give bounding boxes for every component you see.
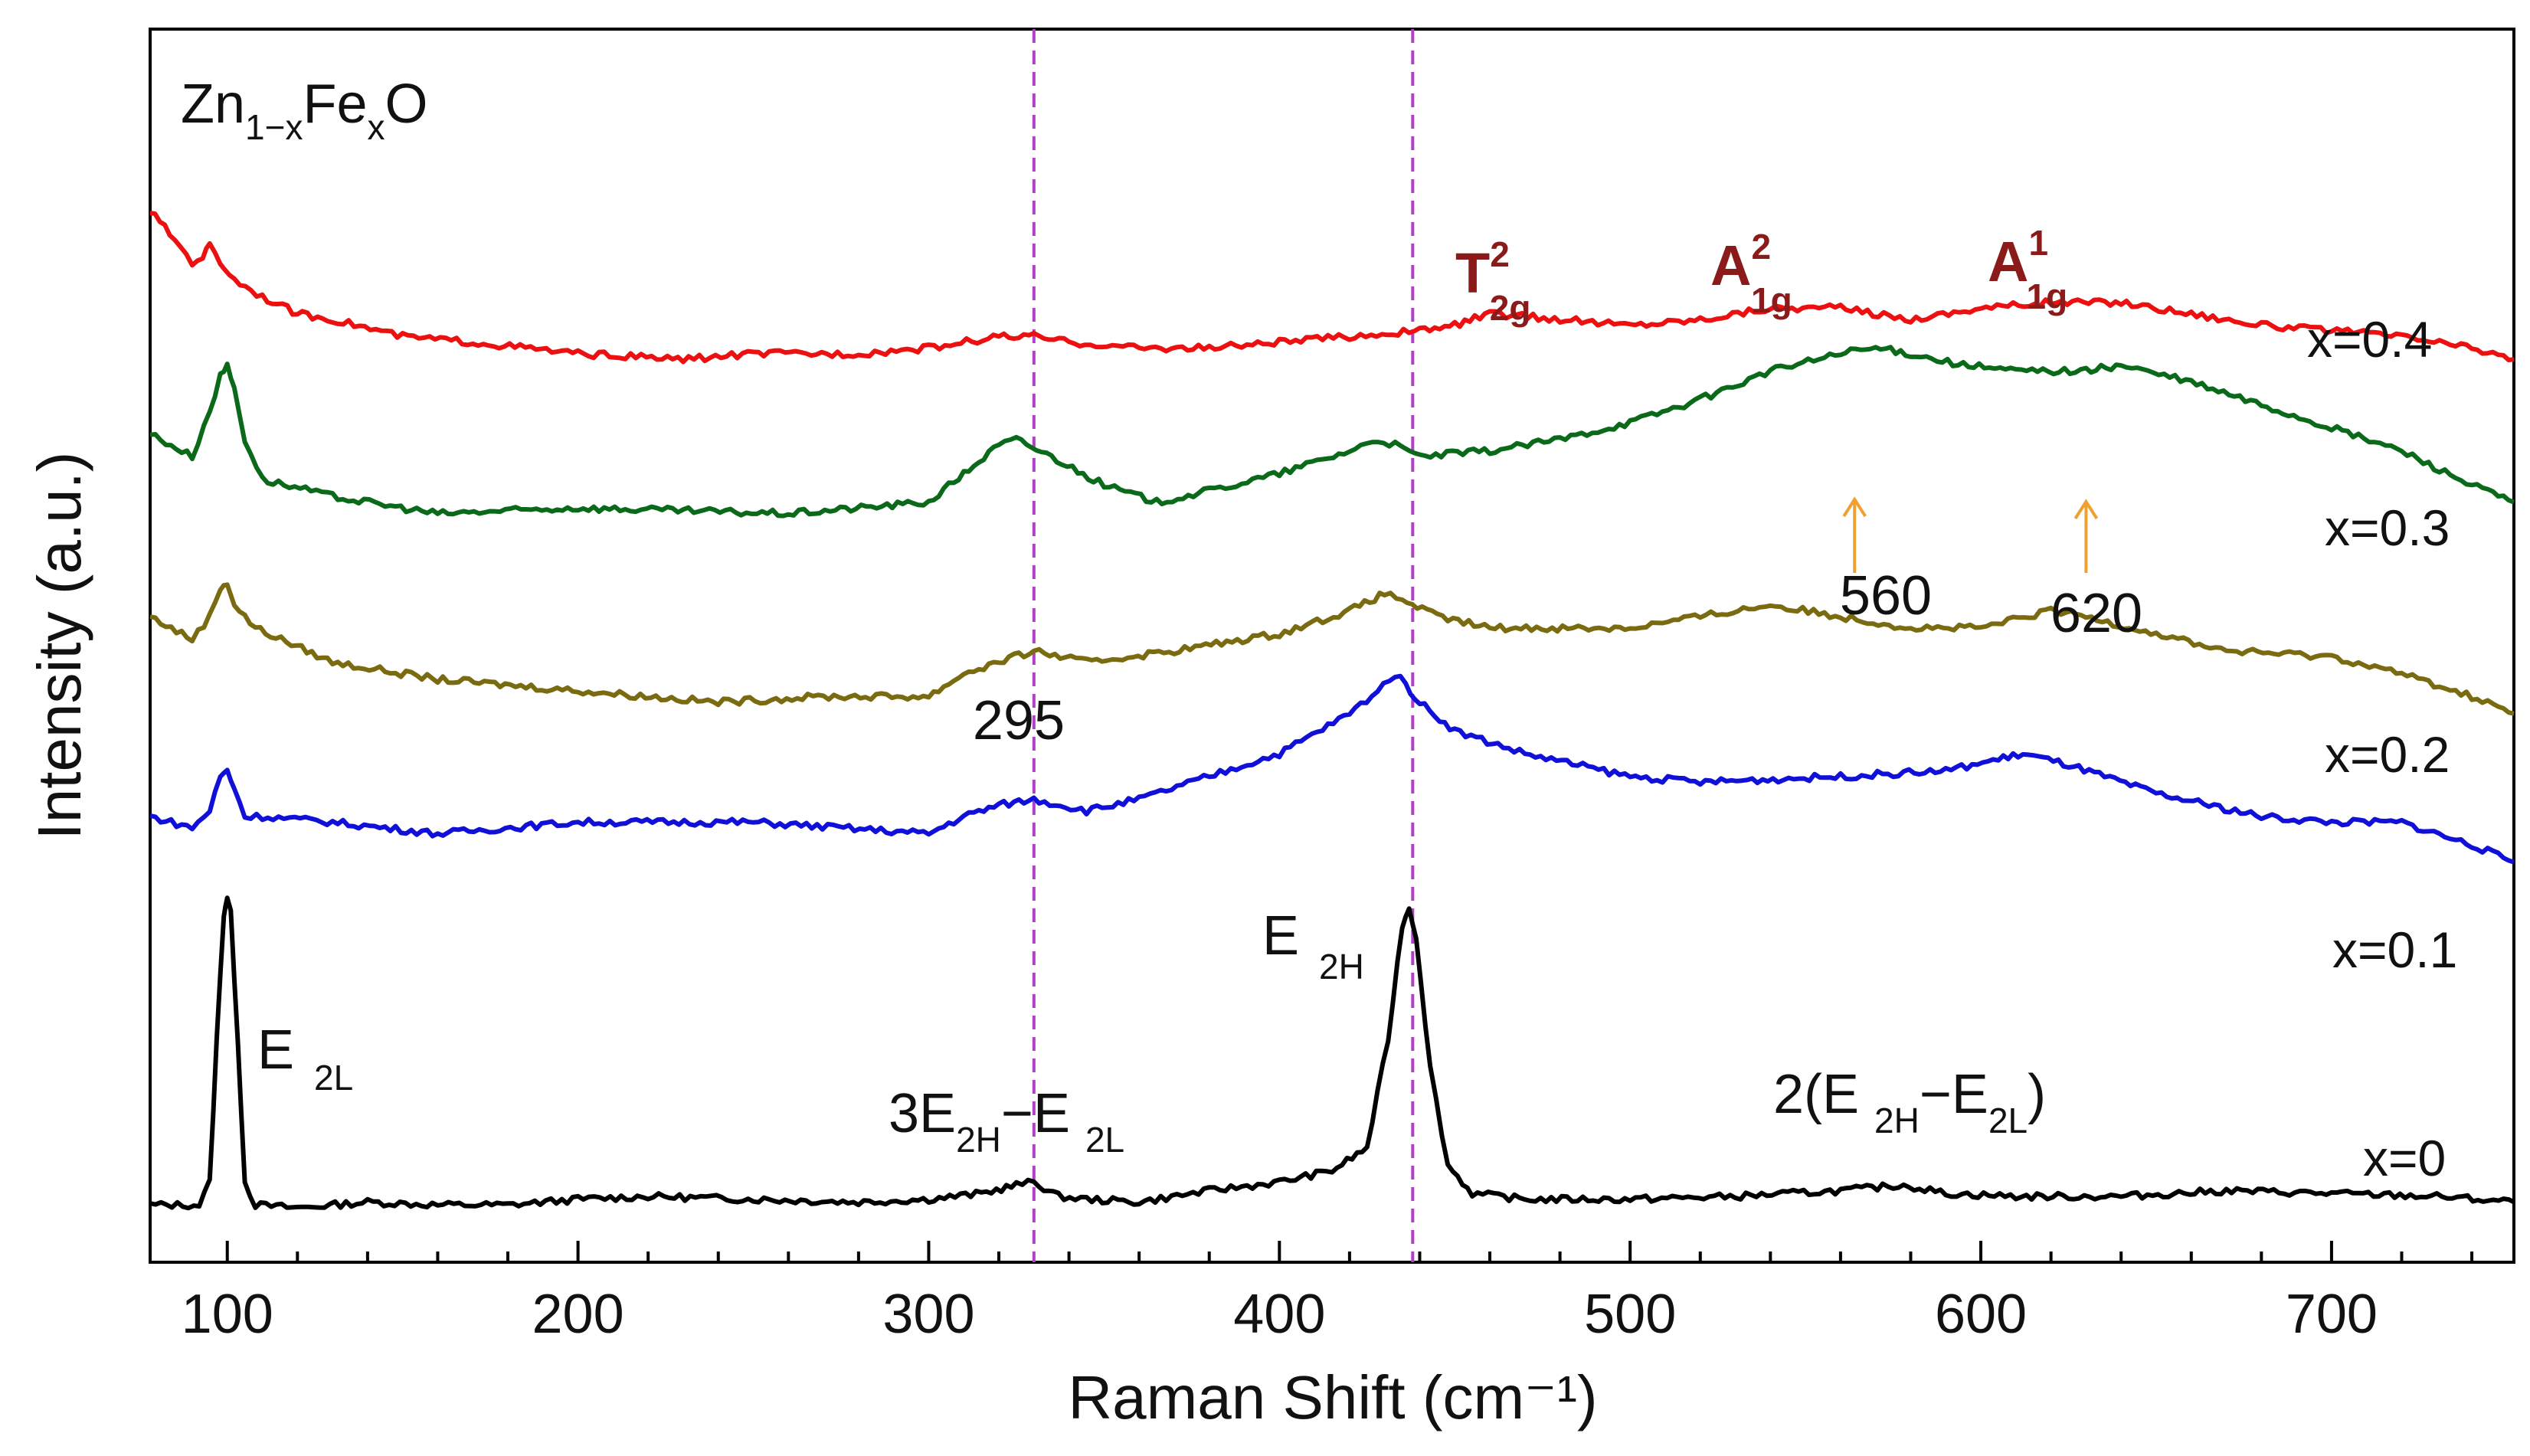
arrow-head-1 [2073,499,2099,520]
series-label-x04: x=0.4 [2307,311,2432,368]
mode-label-t2g: T2 2g [1455,234,1530,328]
y-axis-title: Intensity (a.u.) [25,452,93,840]
peak-arrows [1842,496,2099,573]
annotation-e2l: E 2L [257,1019,353,1098]
series-line-x=0.2 [149,582,2515,716]
x-tick-label-500: 500 [1584,1284,1676,1345]
annotation-620: 620 [2051,583,2142,644]
mode-label-a1g-2: A2 1g [1710,227,1792,320]
x-tick-label-700: 700 [2286,1284,2378,1345]
compound-label: Zn1−xFexO [181,74,428,147]
x-axis-title: Raman Shift (cm⁻¹) [1068,1363,1597,1431]
annotation-295: 295 [973,690,1065,751]
annotation-3e2h-e2l: 3E2H−E 2L [889,1083,1124,1160]
series-line-x=0.1 [149,673,2515,865]
x-tick-label-200: 200 [532,1284,624,1345]
plot-frame [149,28,2515,1264]
series-line-x=0.3 [149,345,2515,519]
annotation-2-e2h-e2l: 2(E 2H−E2L) [1773,1064,2046,1140]
series-label-x02: x=0.2 [2325,726,2450,783]
series-label-x0: x=0 [2363,1130,2446,1186]
mode-label-a1g-1: A1 1g [1988,223,2067,316]
series-label-x01: x=0.1 [2332,921,2457,978]
series-label-x03: x=0.3 [2325,499,2450,556]
annotation-e2h: E 2H [1262,905,1364,986]
x-tick-label-100: 100 [182,1284,273,1345]
arrow-head-0 [1842,496,1867,518]
x-tick-label-300: 300 [882,1284,974,1345]
annotation-560: 560 [1840,565,1932,627]
x-tick-label-600: 600 [1935,1284,2027,1345]
series-line-x=0.4 [149,211,2515,365]
series-line-x=0 [149,895,2515,1211]
x-tick-label-400: 400 [1233,1284,1325,1345]
